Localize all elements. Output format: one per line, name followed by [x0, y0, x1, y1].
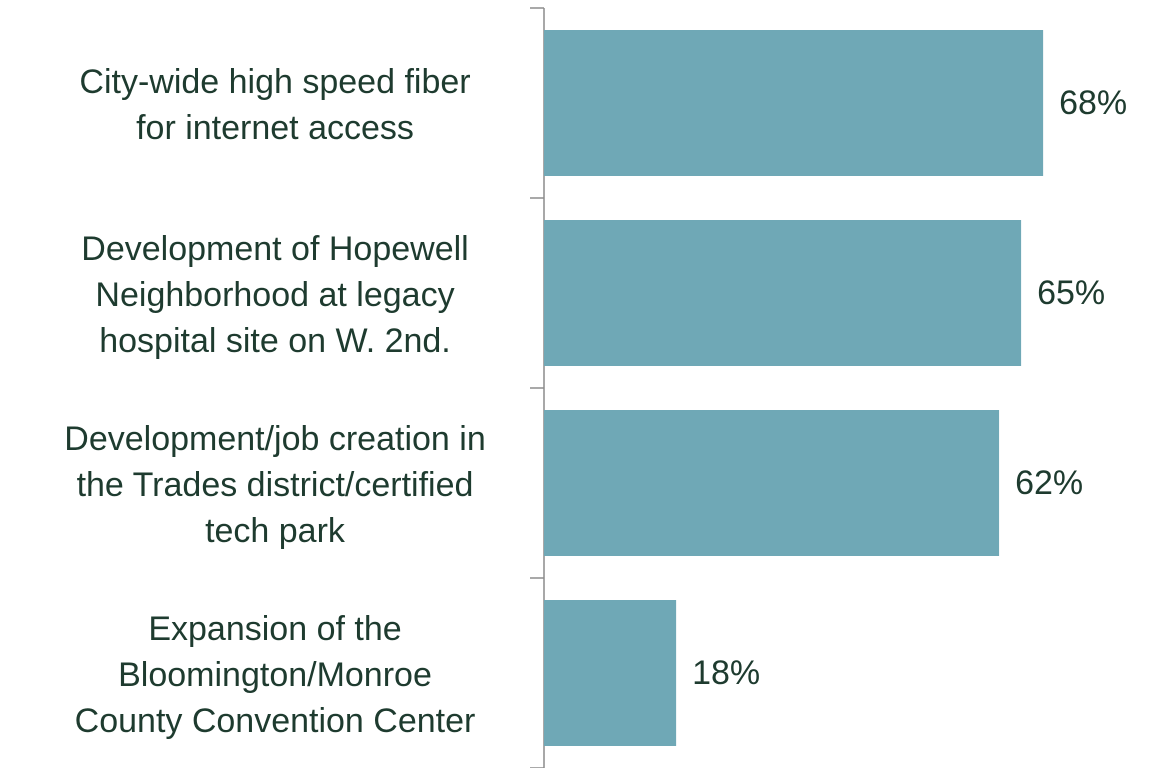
- category-label: hospital site on W. 2nd.: [99, 322, 451, 360]
- category-label: Expansion of the: [148, 610, 401, 648]
- category-label: Neighborhood at legacy: [95, 276, 454, 314]
- category-label: City-wide high speed fiber: [79, 63, 470, 101]
- category-label: the Trades district/certified: [77, 466, 474, 504]
- bar: [544, 600, 677, 746]
- category-label: tech park: [205, 512, 346, 550]
- bar: [544, 30, 1044, 176]
- category-label: Development of Hopewell: [81, 230, 468, 268]
- category-label: Bloomington/Monroe: [118, 656, 432, 694]
- bar: [544, 410, 1000, 556]
- category-label: Development/job creation in: [64, 420, 485, 458]
- value-label: 68%: [1059, 84, 1127, 122]
- category-label: County Convention Center: [75, 702, 476, 740]
- category-label: for internet access: [136, 109, 414, 147]
- bar: [544, 220, 1022, 366]
- value-label: 62%: [1015, 464, 1083, 502]
- value-label: 18%: [692, 654, 760, 692]
- value-label: 65%: [1037, 274, 1105, 312]
